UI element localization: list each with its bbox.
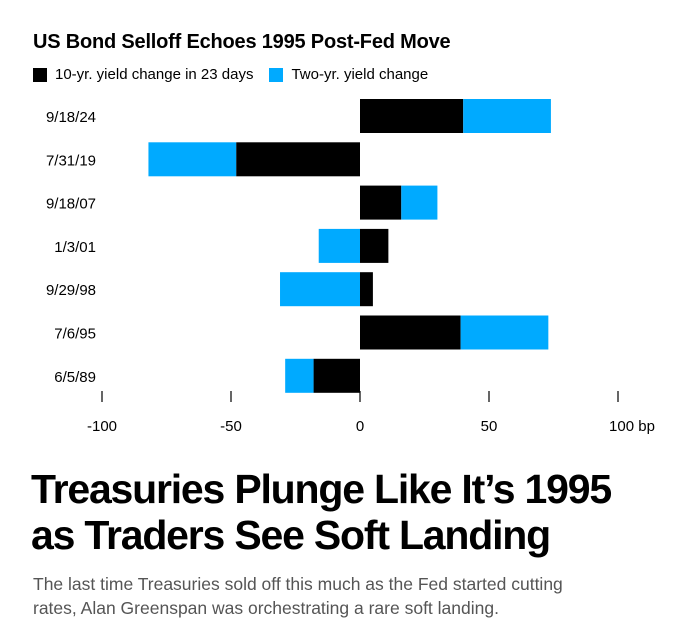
legend-swatch-2yr [269,67,284,82]
bar-10yr [360,185,402,220]
bar-2yr [285,358,314,393]
article-headline: Treasuries Plunge Like It’s 1995 as Trad… [31,466,612,558]
subhead-line-1: The last time Treasuries sold off this m… [33,574,563,594]
legend-item-10yr: 10-yr. yield change in 23 days [33,66,253,83]
bar-2yr [280,272,360,307]
legend-item-2yr: Two-yr. yield change [269,66,428,83]
bar-10yr [360,228,389,263]
subhead-line-2: rates, Alan Greenspan was orchestrating … [33,598,499,618]
bar-2yr [463,99,551,133]
category-label: 7/6/95 [54,326,96,343]
legend-label-2yr: Two-yr. yield change [291,66,429,83]
category-label: 6/5/89 [54,369,96,386]
x-tick-label: 50 [481,418,498,435]
category-label: 9/18/24 [46,109,96,126]
x-tick-label: 0 [356,418,364,435]
headline-line-2: as Traders See Soft Landing [31,512,551,558]
bar-2yr [318,228,360,263]
bar-10yr [360,315,461,350]
legend-swatch-10yr [33,67,47,82]
bar-2yr [401,185,438,220]
category-label: 1/3/01 [54,239,96,256]
x-tick-label: 100 bp [609,418,655,435]
article-subhead: The last time Treasuries sold off this m… [33,572,673,620]
category-label: 9/18/07 [46,196,96,213]
category-label: 7/31/19 [46,152,96,169]
bar-10yr [360,99,464,133]
bar-2yr [148,142,237,177]
legend-label-10yr: 10-yr. yield change in 23 days [55,66,254,83]
bar-chart: 9/18/24 7/31/19 9/18/07 1/3/01 9/29/98 7/6/95… [46,99,655,435]
x-tick-label: -100 [87,418,117,435]
chart-title: US Bond Selloff Echoes 1995 Post-Fed Mov… [33,31,451,53]
category-label: 9/29/98 [46,282,96,299]
x-tick-label: -50 [220,418,242,435]
bar-2yr [460,315,549,350]
bar-10yr [313,358,360,393]
headline-line-1: Treasuries Plunge Like It’s 1995 [31,466,612,512]
bar-10yr [236,142,360,177]
bar-10yr [360,272,373,307]
chart-legend: 10-yr. yield change in 23 days Two-yr. y… [33,66,444,83]
